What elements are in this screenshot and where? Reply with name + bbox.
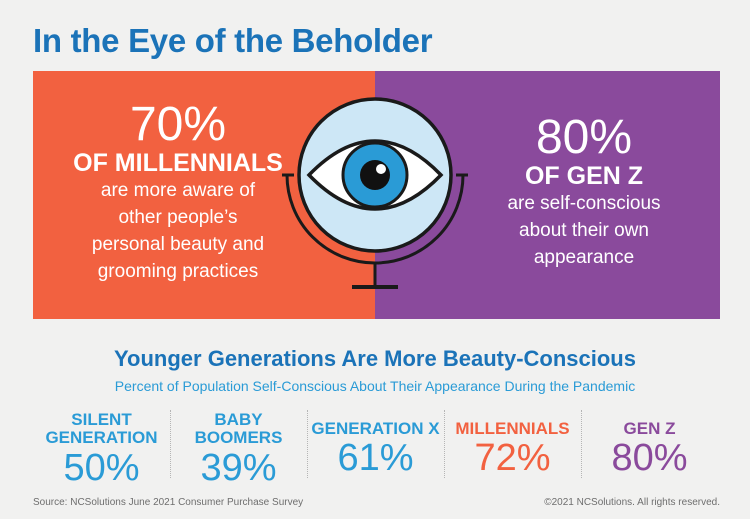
gen-silent-label: SILENT GENERATION [33,410,170,448]
genz-percent: 80% [535,111,633,164]
genz-stat: 80% OF GEN Z are self-conscious about th… [448,114,720,271]
page-title: In the Eye of the Beholder [33,22,433,59]
divider [170,410,171,478]
copyright-note: ©2021 NCSolutions. All rights reserved. [544,497,720,508]
millennials-group: OF MILLENNIALS [73,149,283,177]
gen-silent-label-1: SILENT [71,410,132,429]
gen-millennials-value: 72% [474,437,551,479]
millennials-desc-4: grooming practices [97,261,259,282]
gen-silent-value: 50% [63,447,140,489]
gen-boomers-label-2: BOOMERS [194,428,283,447]
gen-millennials: MILLENNIALS 72% [444,410,581,479]
generation-stats: SILENT GENERATION 50% BABY BOOMERS 39% G… [33,410,720,488]
genz-group: OF GEN Z [524,162,644,190]
gen-z: GEN Z 80% [581,410,718,479]
genz-desc-1: are self-conscious [507,193,661,214]
eye-mirror-icon [282,97,468,289]
divider [307,410,308,478]
millennials-desc-3: personal beauty and [91,234,265,255]
genz-desc-2: about their own [519,220,649,241]
gen-boomers-value: 39% [200,447,277,489]
gen-z-label: GEN Z [623,419,676,438]
gen-boomers-label-1: BABY [214,410,263,429]
gen-x-value: 61% [337,437,414,479]
genz-desc-3: appearance [533,247,635,268]
source-note: Source: NCSolutions June 2021 Consumer P… [33,497,304,508]
gen-x: GENERATION X 61% [307,410,444,479]
gen-millennials-label: MILLENNIALS [455,419,570,438]
section-heading: Younger Generations Are More Beauty-Cons… [114,346,636,371]
gen-boomers-label: BABY BOOMERS [170,410,307,448]
gen-boomers: BABY BOOMERS 39% [170,410,307,489]
gen-silent: SILENT GENERATION 50% [33,410,170,489]
gen-silent-label-2: GENERATION [45,428,158,447]
divider [444,410,445,478]
millennials-stat: 70% OF MILLENNIALS are more aware of oth… [33,101,323,285]
section-subheading: Percent of Population Self-Conscious Abo… [114,378,636,394]
millennials-desc-2: other people’s [118,207,238,228]
gen-x-label: GENERATION X [311,419,440,438]
millennials-desc-1: are more aware of [100,180,256,201]
millennials-percent: 70% [129,98,227,151]
divider [581,410,582,478]
gen-z-value: 80% [611,437,688,479]
